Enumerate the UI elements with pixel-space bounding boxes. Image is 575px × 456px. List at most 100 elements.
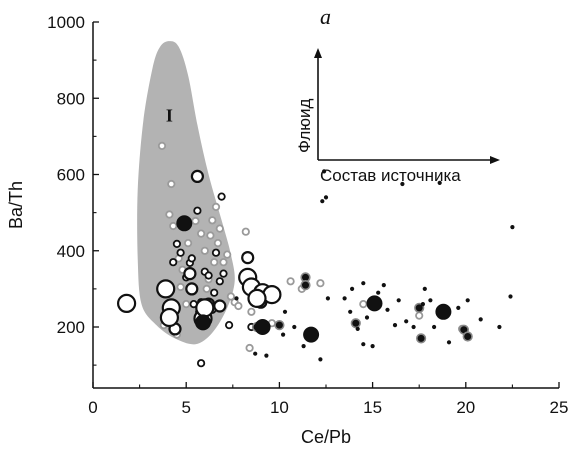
data-point-small-gray-open-circle xyxy=(247,307,256,316)
data-point-medium-open-circle xyxy=(185,282,199,296)
data-point-small-filled-dot xyxy=(301,344,306,349)
data-point-small-filled-dot xyxy=(392,323,398,328)
inset-horizontal-arrowhead xyxy=(490,156,500,164)
y-tick-label: 1000 xyxy=(47,13,85,32)
data-points xyxy=(116,141,515,368)
x-tick-label: 5 xyxy=(181,398,190,417)
inset-vertical-label: Флюид xyxy=(295,98,314,153)
data-point-small-filled-dot xyxy=(281,332,286,337)
data-point-large-filled-circle xyxy=(176,215,193,232)
data-point-small-filled-dot xyxy=(497,324,502,330)
data-point-small-filled-dot xyxy=(381,283,386,288)
field-region-shape xyxy=(137,41,235,345)
data-point-small-open-circle xyxy=(210,288,219,297)
data-point-small-gray-open-circle xyxy=(176,282,185,292)
data-point-small-gray-open-circle xyxy=(415,311,424,320)
data-point-small-filled-dot xyxy=(361,342,366,347)
data-point-small-gray-open-circle xyxy=(206,231,215,240)
y-axis-title: Ba/Th xyxy=(6,181,26,229)
data-point-large-filled-circle xyxy=(366,295,383,312)
data-point-small-filled-dot xyxy=(292,324,297,330)
data-point-small-filled-dot xyxy=(465,298,470,303)
data-point-small-filled-dot xyxy=(325,296,330,301)
data-point-small-filled-dot xyxy=(456,305,461,310)
data-point-small-filled-dot xyxy=(348,309,353,314)
data-point-medium-open-circle xyxy=(213,299,227,313)
data-point-medium-filled-circle xyxy=(462,331,473,342)
data-point-small-gray-open-circle xyxy=(226,292,235,301)
data-point-small-gray-open-circle xyxy=(241,227,250,236)
data-point-small-gray-open-circle xyxy=(219,258,228,267)
x-tick-label: 10 xyxy=(270,398,289,417)
data-point-small-filled-dot xyxy=(264,353,269,358)
data-point-small-open-circle xyxy=(193,206,202,215)
data-point-large-filled-circle xyxy=(195,314,211,331)
data-point-small-gray-open-circle xyxy=(223,250,232,259)
data-point-small-filled-dot xyxy=(385,307,390,312)
y-tick-label: 600 xyxy=(57,166,85,185)
data-point-small-filled-dot xyxy=(318,357,323,362)
data-point-large-filled-circle xyxy=(303,326,320,343)
data-point-medium-filled-circle xyxy=(274,320,285,331)
data-point-medium-open-circle xyxy=(241,251,255,265)
data-point-small-filled-dot xyxy=(478,317,483,322)
x-tick-label: 20 xyxy=(456,398,475,417)
data-point-small-filled-dot xyxy=(432,324,437,330)
data-point-small-filled-dot xyxy=(355,326,360,331)
data-point-large-filled-circle xyxy=(254,319,271,335)
data-point-small-filled-dot xyxy=(508,294,513,299)
data-point-small-filled-dot xyxy=(370,344,375,349)
inset-axes-diagram: Флюид Состав источника xyxy=(295,48,500,185)
data-point-small-gray-open-circle xyxy=(213,239,222,248)
x-tick-label: 25 xyxy=(550,398,569,417)
data-point-small-filled-dot xyxy=(234,296,239,301)
data-point-small-filled-dot xyxy=(282,309,288,314)
data-point-small-filled-dot xyxy=(322,169,327,174)
field-label: I xyxy=(166,105,173,125)
data-point-small-gray-open-circle xyxy=(182,299,191,309)
data-point-small-open-circle xyxy=(176,248,185,257)
y-tick-label: 800 xyxy=(57,89,85,108)
data-point-large-open-circle xyxy=(159,307,179,328)
x-axis-title: Ce/Pb xyxy=(301,427,351,447)
data-point-small-filled-dot xyxy=(253,351,258,356)
data-point-small-open-circle xyxy=(204,271,213,280)
data-point-small-filled-dot xyxy=(420,302,425,307)
data-point-small-filled-dot xyxy=(320,199,325,204)
axes: 0 5 10 15 20 25 200 400 600 800 1000 Ce/Pb Ba/Th xyxy=(6,13,568,447)
data-point-small-open-circle xyxy=(219,269,228,278)
inset-horizontal-label: Состав источника xyxy=(320,166,461,185)
data-point-small-filled-dot xyxy=(400,181,405,187)
panel-letter: a xyxy=(320,4,331,29)
data-point-small-filled-dot xyxy=(396,298,401,303)
data-point-small-gray-open-circle xyxy=(191,216,200,226)
data-point-medium-open-circle xyxy=(190,169,204,183)
data-point-small-filled-dot xyxy=(364,315,370,320)
data-point-small-filled-dot xyxy=(446,340,452,345)
data-point-small-filled-dot xyxy=(361,281,366,286)
data-point-small-open-circle xyxy=(169,258,178,267)
y-tick-label: 200 xyxy=(57,318,85,337)
data-point-small-open-circle xyxy=(187,254,196,263)
data-point-small-open-circle xyxy=(217,192,226,201)
x-tick-label: 15 xyxy=(363,398,382,417)
inset-vertical-arrowhead xyxy=(314,48,322,58)
data-point-small-filled-dot xyxy=(411,324,416,330)
data-point-large-filled-circle xyxy=(435,303,452,320)
data-point-small-open-circle xyxy=(215,277,224,286)
data-point-small-gray-open-circle xyxy=(169,221,178,231)
data-point-small-open-circle xyxy=(197,359,206,368)
data-point-small-filled-dot xyxy=(437,180,442,185)
data-point-small-filled-dot xyxy=(323,195,329,200)
data-point-small-gray-open-circle xyxy=(184,239,193,248)
data-point-small-gray-open-circle xyxy=(197,229,206,238)
data-point-small-gray-open-circle xyxy=(157,141,167,150)
data-point-small-gray-open-circle xyxy=(286,277,295,286)
data-point-small-filled-dot xyxy=(428,298,433,303)
data-point-large-open-circle xyxy=(116,293,137,313)
data-point-small-gray-open-circle xyxy=(359,299,368,309)
x-tick-label: 0 xyxy=(88,398,97,417)
data-point-small-filled-dot xyxy=(350,286,355,291)
data-point-small-filled-dot xyxy=(510,225,515,230)
